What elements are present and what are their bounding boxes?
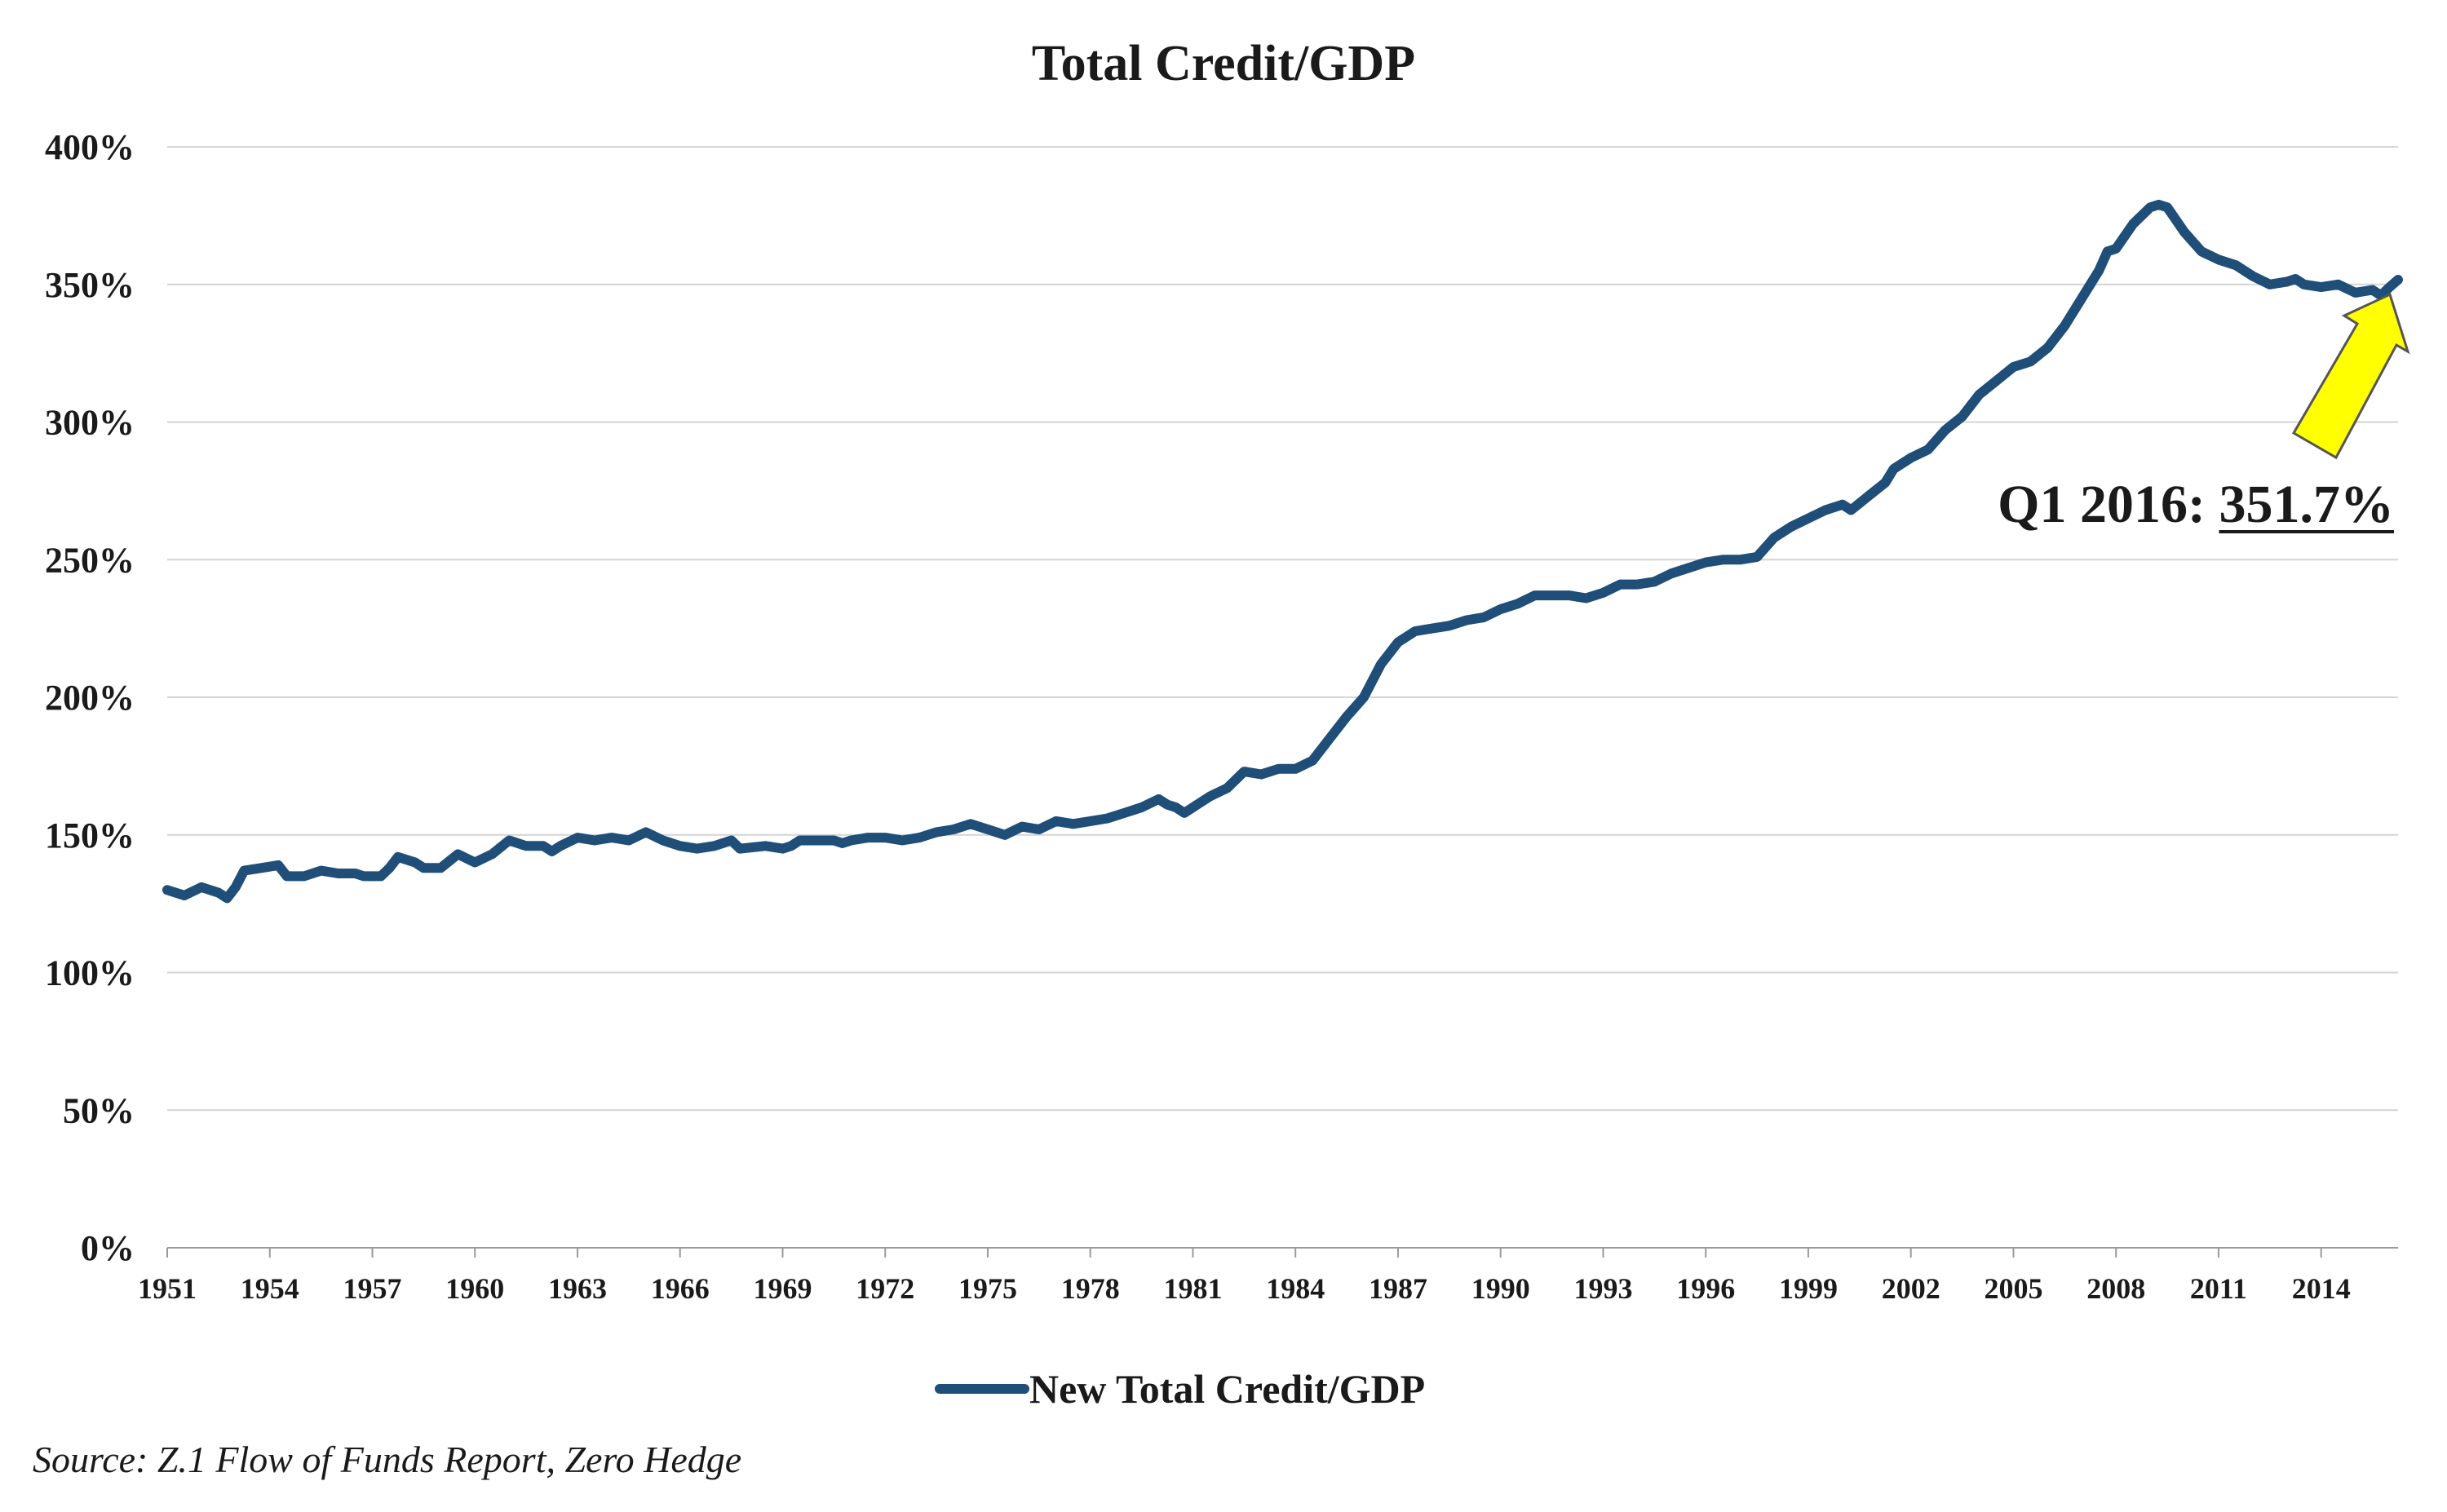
x-tick-label: 1999	[1779, 1272, 1838, 1305]
source-note: Source: Z.1 Flow of Funds Report, Zero H…	[33, 1439, 741, 1480]
annotation-value: 351.7%	[2219, 475, 2395, 534]
y-tick-label: 250%	[45, 540, 135, 580]
gridlines	[167, 146, 2398, 1112]
x-tick-label: 1957	[343, 1272, 401, 1305]
y-axis-ticks: 0% 50% 100% 150% 200% 250% 300% 350% 400%	[45, 127, 135, 1268]
x-tick-label: 2008	[2086, 1272, 2145, 1305]
x-tick-label: 1993	[1573, 1272, 1632, 1305]
x-tick-label: 1972	[856, 1272, 914, 1305]
x-tick-label: 1978	[1061, 1272, 1120, 1305]
annotation-label: Q1 2016: 351.7%	[1998, 475, 2394, 534]
x-tick-label: 1987	[1369, 1272, 1427, 1305]
legend-label: New Total Credit/GDP	[1029, 1366, 1425, 1412]
x-tick-label: 1990	[1471, 1272, 1530, 1305]
y-tick-label: 150%	[45, 816, 135, 855]
x-tick-label: 1954	[241, 1272, 299, 1305]
x-tick-label: 1969	[753, 1272, 812, 1305]
x-axis-ticks: 1951 1954 1957 1960 1963 1966 1969 1972 1975 1978…	[138, 1248, 2351, 1305]
annotation-prefix: Q1 2016:	[1998, 475, 2219, 534]
x-tick-label: 1963	[548, 1272, 607, 1305]
x-tick-label: 2005	[1984, 1272, 2042, 1305]
x-tick-label: 1975	[958, 1272, 1017, 1305]
x-tick-label: 2011	[2190, 1272, 2247, 1305]
x-tick-label: 1996	[1676, 1272, 1735, 1305]
y-tick-label: 350%	[45, 265, 135, 305]
y-tick-label: 0%	[81, 1228, 135, 1268]
y-tick-label: 50%	[63, 1090, 135, 1130]
series-line-total-credit-gdp	[162, 199, 2403, 904]
x-tick-label: 1981	[1163, 1272, 1222, 1305]
y-tick-label: 300%	[45, 403, 135, 443]
annotation-arrow-icon	[2291, 292, 2410, 460]
x-tick-label: 1966	[651, 1272, 710, 1305]
y-tick-label: 200%	[45, 678, 135, 718]
y-tick-label: 400%	[45, 127, 135, 167]
chart-title: Total Credit/GDP	[1032, 36, 1415, 91]
y-tick-label: 100%	[45, 953, 135, 993]
x-tick-label: 1960	[445, 1272, 504, 1305]
x-tick-label: 1984	[1266, 1272, 1325, 1305]
legend: New Total Credit/GDP	[935, 1366, 1425, 1412]
x-tick-label: 2002	[1882, 1272, 1940, 1305]
x-tick-label: 1951	[138, 1272, 197, 1305]
x-tick-label: 2014	[2292, 1272, 2351, 1305]
